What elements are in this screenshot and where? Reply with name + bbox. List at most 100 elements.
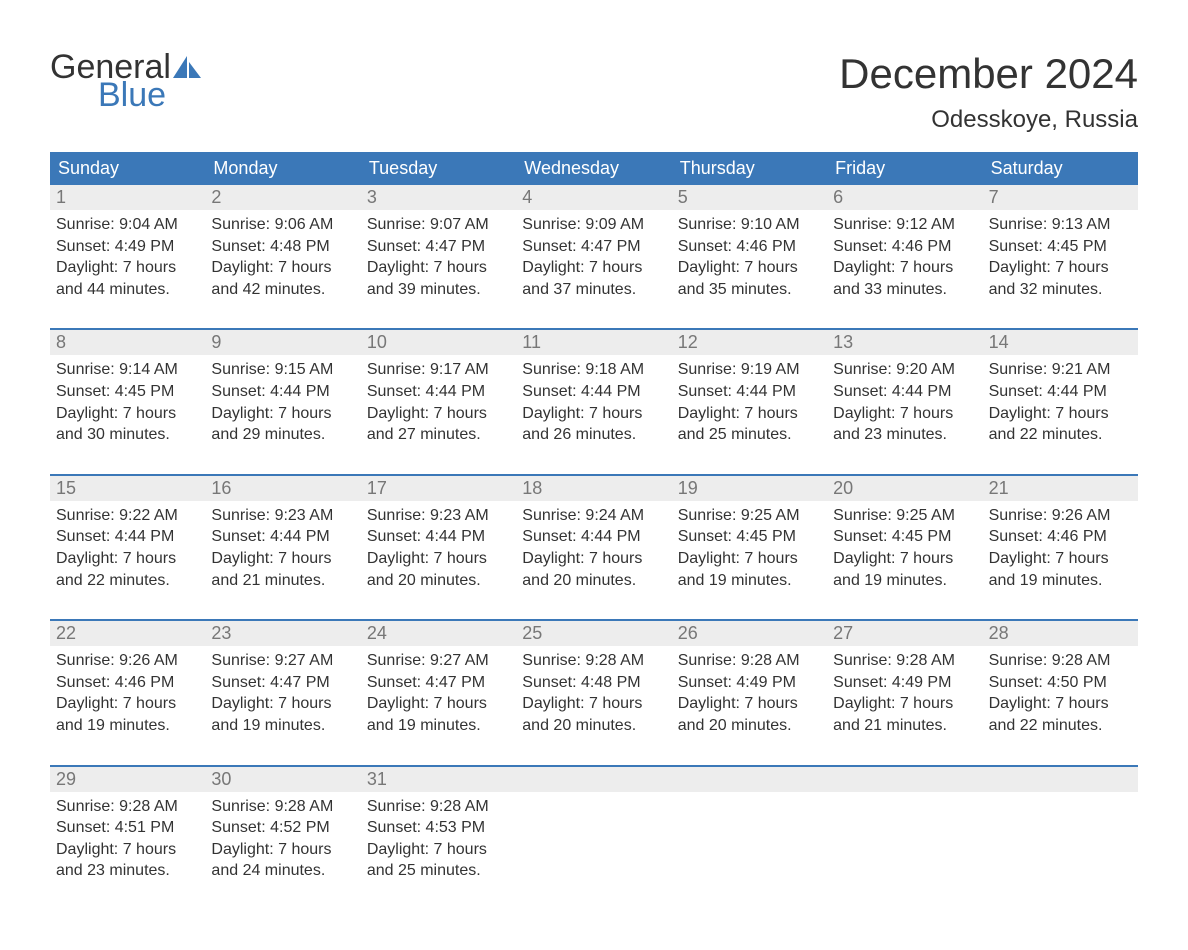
daylight-line2: and 21 minutes. <box>833 715 976 737</box>
sunset-text: Sunset: 4:45 PM <box>833 526 976 548</box>
dow-sunday: Sunday <box>50 152 205 185</box>
day-body-row: Sunrise: 9:26 AMSunset: 4:46 PMDaylight:… <box>50 646 1138 764</box>
day-number <box>827 767 982 792</box>
day-cell: Sunrise: 9:23 AMSunset: 4:44 PMDaylight:… <box>205 501 360 591</box>
sunrise-text: Sunrise: 9:22 AM <box>56 505 199 527</box>
day-number-row: 1234567 <box>50 185 1138 210</box>
day-number: 26 <box>672 621 827 646</box>
day-number: 22 <box>50 621 205 646</box>
day-cell: Sunrise: 9:28 AMSunset: 4:49 PMDaylight:… <box>827 646 982 736</box>
sunrise-text: Sunrise: 9:28 AM <box>989 650 1132 672</box>
daylight-line2: and 22 minutes. <box>989 424 1132 446</box>
sunrise-text: Sunrise: 9:19 AM <box>678 359 821 381</box>
day-cell: Sunrise: 9:12 AMSunset: 4:46 PMDaylight:… <box>827 210 982 300</box>
day-cell: Sunrise: 9:04 AMSunset: 4:49 PMDaylight:… <box>50 210 205 300</box>
sunset-text: Sunset: 4:44 PM <box>211 526 354 548</box>
day-cell <box>672 792 827 882</box>
sunset-text: Sunset: 4:46 PM <box>833 236 976 258</box>
daylight-line1: Daylight: 7 hours <box>211 548 354 570</box>
day-cell: Sunrise: 9:26 AMSunset: 4:46 PMDaylight:… <box>50 646 205 736</box>
daylight-line2: and 20 minutes. <box>522 570 665 592</box>
sunset-text: Sunset: 4:47 PM <box>211 672 354 694</box>
daylight-line2: and 22 minutes. <box>989 715 1132 737</box>
sunrise-text: Sunrise: 9:26 AM <box>989 505 1132 527</box>
daylight-line2: and 24 minutes. <box>211 860 354 882</box>
daylight-line2: and 19 minutes. <box>56 715 199 737</box>
day-cell <box>983 792 1138 882</box>
sunset-text: Sunset: 4:44 PM <box>522 526 665 548</box>
sunset-text: Sunset: 4:50 PM <box>989 672 1132 694</box>
sunrise-text: Sunrise: 9:24 AM <box>522 505 665 527</box>
daylight-line2: and 42 minutes. <box>211 279 354 301</box>
sunset-text: Sunset: 4:46 PM <box>989 526 1132 548</box>
sunrise-text: Sunrise: 9:28 AM <box>522 650 665 672</box>
page-header: General Blue December 2024 Odesskoye, Ru… <box>50 50 1138 134</box>
day-number: 19 <box>672 476 827 501</box>
dow-saturday: Saturday <box>983 152 1138 185</box>
day-number: 13 <box>827 330 982 355</box>
daylight-line1: Daylight: 7 hours <box>367 693 510 715</box>
daylight-line1: Daylight: 7 hours <box>989 693 1132 715</box>
sunset-text: Sunset: 4:49 PM <box>56 236 199 258</box>
daylight-line1: Daylight: 7 hours <box>367 839 510 861</box>
day-number-row: 15161718192021 <box>50 476 1138 501</box>
sunrise-text: Sunrise: 9:06 AM <box>211 214 354 236</box>
day-cell: Sunrise: 9:28 AMSunset: 4:50 PMDaylight:… <box>983 646 1138 736</box>
sunset-text: Sunset: 4:45 PM <box>989 236 1132 258</box>
day-body-row: Sunrise: 9:04 AMSunset: 4:49 PMDaylight:… <box>50 210 1138 328</box>
day-number <box>516 767 671 792</box>
daylight-line2: and 39 minutes. <box>367 279 510 301</box>
sunset-text: Sunset: 4:44 PM <box>833 381 976 403</box>
dow-monday: Monday <box>205 152 360 185</box>
daylight-line1: Daylight: 7 hours <box>211 403 354 425</box>
daylight-line1: Daylight: 7 hours <box>989 548 1132 570</box>
day-number-row: 293031 <box>50 767 1138 792</box>
daylight-line1: Daylight: 7 hours <box>678 693 821 715</box>
day-number: 11 <box>516 330 671 355</box>
day-cell: Sunrise: 9:07 AMSunset: 4:47 PMDaylight:… <box>361 210 516 300</box>
day-number: 15 <box>50 476 205 501</box>
daylight-line1: Daylight: 7 hours <box>678 403 821 425</box>
calendar-week: 891011121314Sunrise: 9:14 AMSunset: 4:45… <box>50 328 1138 473</box>
sunrise-text: Sunrise: 9:07 AM <box>367 214 510 236</box>
day-cell: Sunrise: 9:28 AMSunset: 4:48 PMDaylight:… <box>516 646 671 736</box>
daylight-line1: Daylight: 7 hours <box>367 403 510 425</box>
daylight-line2: and 21 minutes. <box>211 570 354 592</box>
daylight-line2: and 37 minutes. <box>522 279 665 301</box>
title-block: December 2024 Odesskoye, Russia <box>839 50 1138 134</box>
daylight-line2: and 22 minutes. <box>56 570 199 592</box>
sunrise-text: Sunrise: 9:12 AM <box>833 214 976 236</box>
day-cell: Sunrise: 9:18 AMSunset: 4:44 PMDaylight:… <box>516 355 671 445</box>
sunrise-text: Sunrise: 9:23 AM <box>211 505 354 527</box>
calendar-week: 293031Sunrise: 9:28 AMSunset: 4:51 PMDay… <box>50 765 1138 910</box>
sunset-text: Sunset: 4:47 PM <box>522 236 665 258</box>
day-number: 27 <box>827 621 982 646</box>
day-cell: Sunrise: 9:21 AMSunset: 4:44 PMDaylight:… <box>983 355 1138 445</box>
sunrise-text: Sunrise: 9:25 AM <box>833 505 976 527</box>
sunrise-text: Sunrise: 9:10 AM <box>678 214 821 236</box>
daylight-line1: Daylight: 7 hours <box>678 257 821 279</box>
daylight-line2: and 29 minutes. <box>211 424 354 446</box>
dow-wednesday: Wednesday <box>516 152 671 185</box>
sunrise-text: Sunrise: 9:21 AM <box>989 359 1132 381</box>
daylight-line1: Daylight: 7 hours <box>211 257 354 279</box>
sunset-text: Sunset: 4:48 PM <box>522 672 665 694</box>
daylight-line2: and 23 minutes. <box>833 424 976 446</box>
sunset-text: Sunset: 4:52 PM <box>211 817 354 839</box>
sunrise-text: Sunrise: 9:14 AM <box>56 359 199 381</box>
sunrise-text: Sunrise: 9:27 AM <box>367 650 510 672</box>
day-number: 1 <box>50 185 205 210</box>
month-title: December 2024 <box>839 50 1138 98</box>
daylight-line1: Daylight: 7 hours <box>678 548 821 570</box>
day-number: 29 <box>50 767 205 792</box>
day-cell: Sunrise: 9:28 AMSunset: 4:52 PMDaylight:… <box>205 792 360 882</box>
day-number: 8 <box>50 330 205 355</box>
sunrise-text: Sunrise: 9:15 AM <box>211 359 354 381</box>
sunset-text: Sunset: 4:44 PM <box>989 381 1132 403</box>
daylight-line1: Daylight: 7 hours <box>56 839 199 861</box>
daylight-line2: and 30 minutes. <box>56 424 199 446</box>
daylight-line2: and 44 minutes. <box>56 279 199 301</box>
logo-word2: Blue <box>98 78 203 112</box>
sunrise-text: Sunrise: 9:25 AM <box>678 505 821 527</box>
day-number: 31 <box>361 767 516 792</box>
